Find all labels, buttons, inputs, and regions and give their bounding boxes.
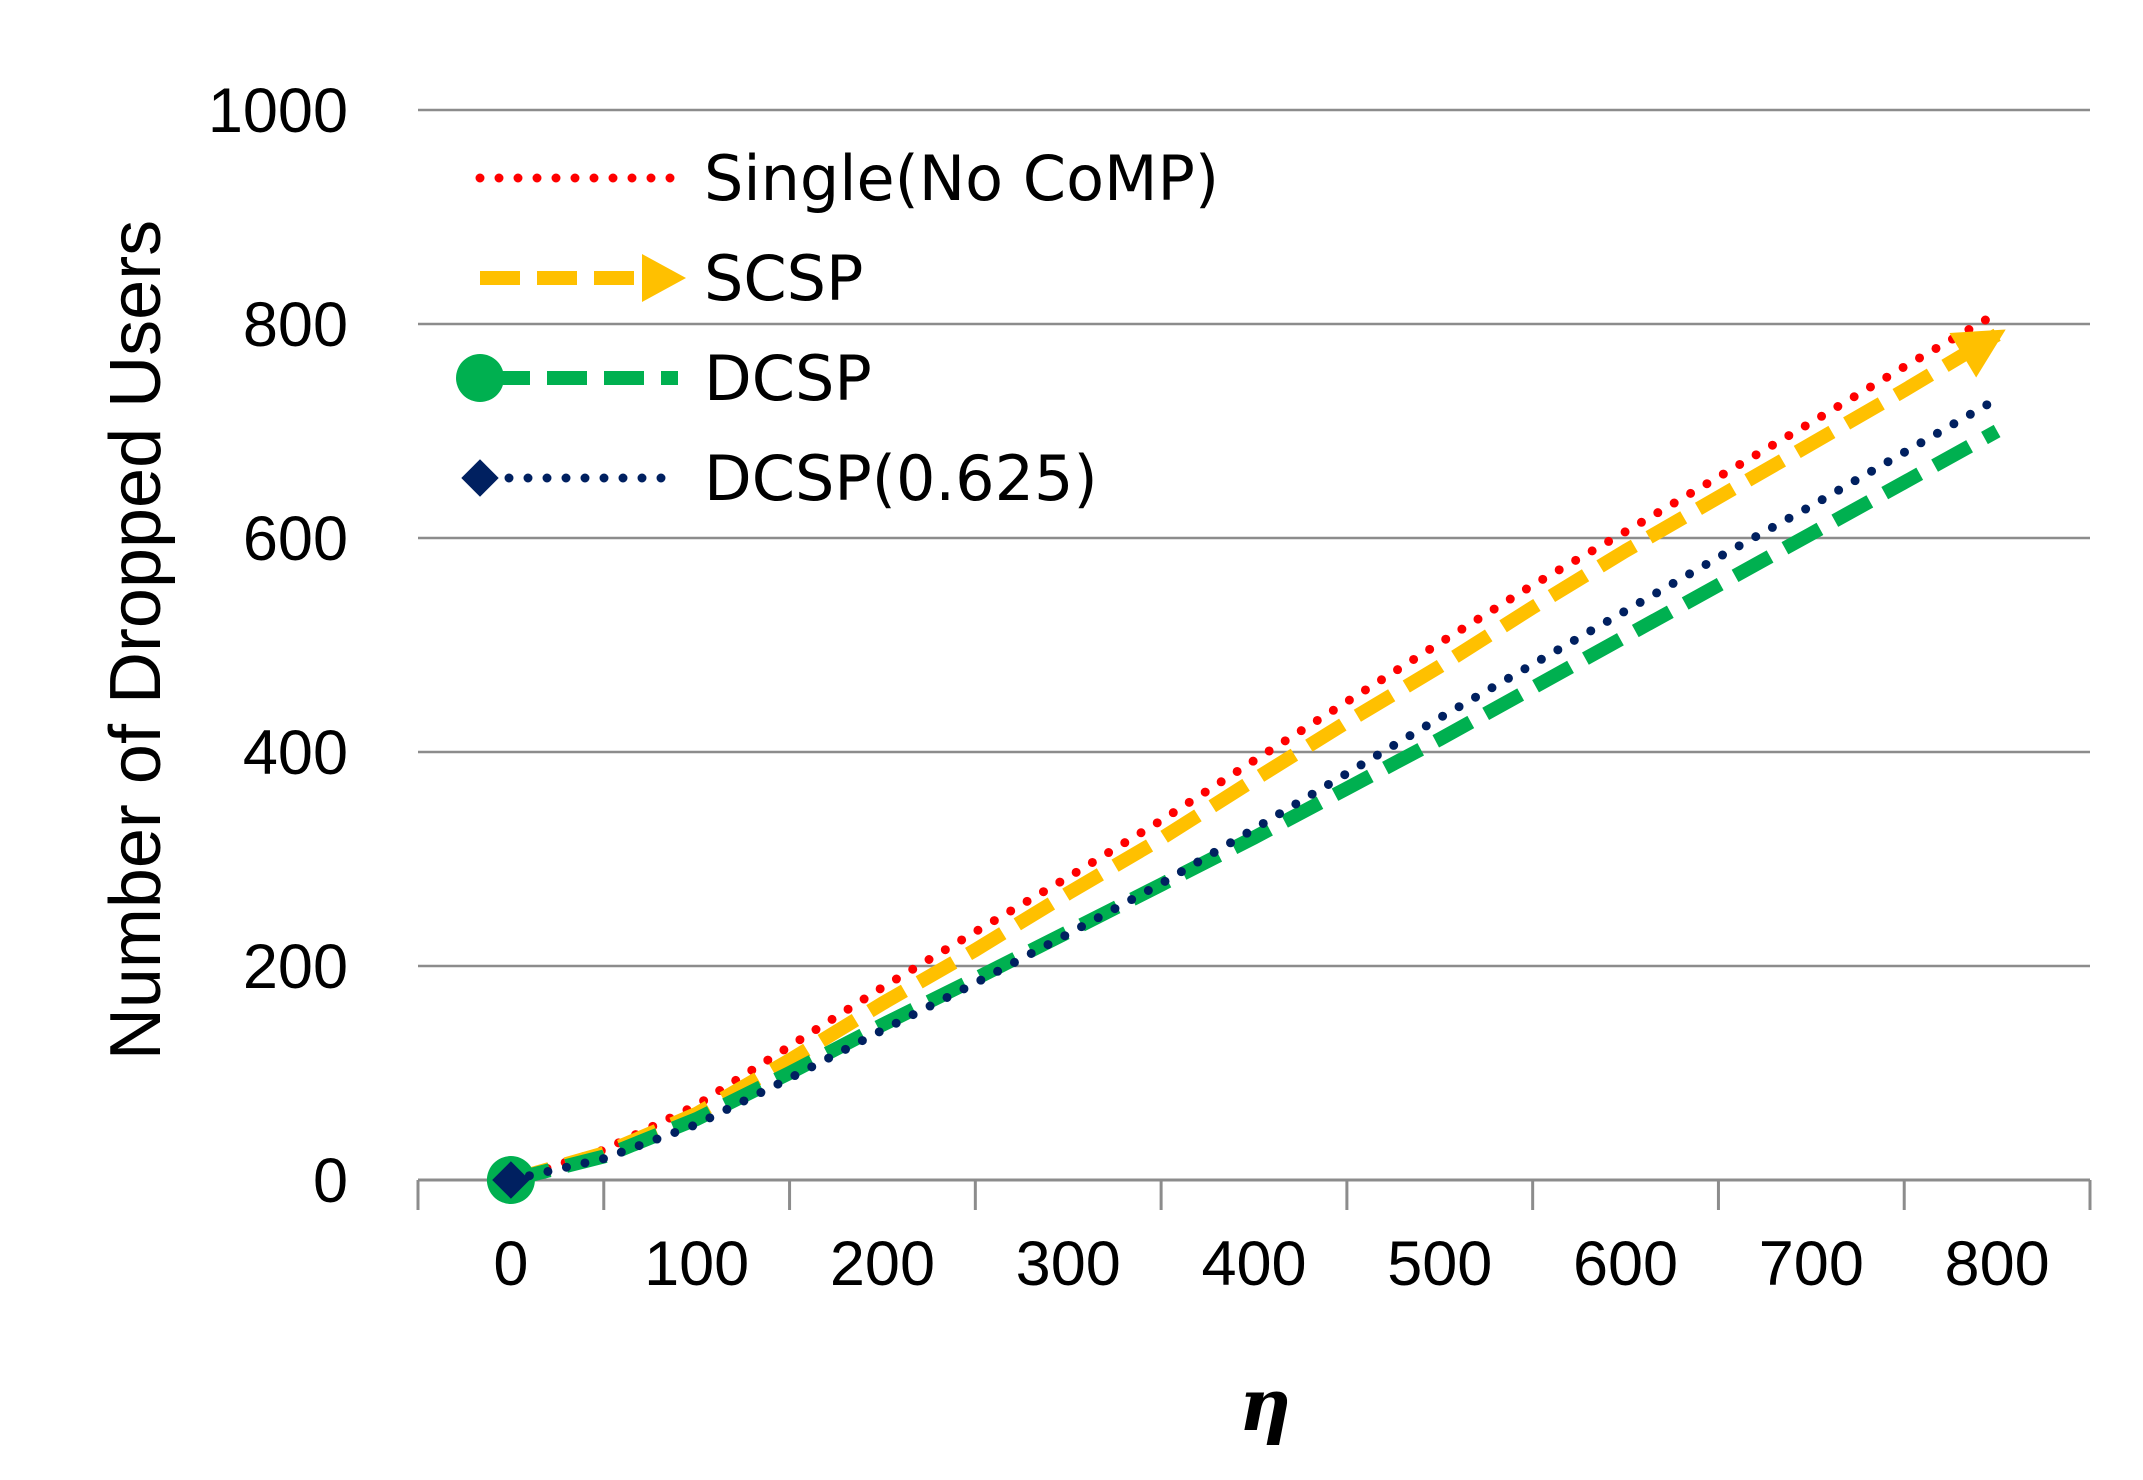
- legend-marker: [456, 354, 504, 402]
- plot-area: [486, 308, 2006, 1204]
- series-start-marker: [492, 1161, 530, 1199]
- x-tick-label: 800: [1945, 1229, 2050, 1299]
- y-tick-label: 800: [243, 290, 348, 360]
- series-0: [506, 308, 2002, 1185]
- series-3: [492, 394, 2002, 1199]
- legend: Single(No CoMP) SCSP DCSP DCSP(0.625): [456, 142, 1219, 515]
- y-tick-label: 1000: [208, 76, 348, 146]
- x-tick-label: 400: [1201, 1229, 1306, 1299]
- series-line: [506, 308, 2002, 1185]
- series-2: [486, 424, 2001, 1204]
- legend-label: DCSP: [704, 342, 872, 415]
- series-1: [508, 328, 2006, 1187]
- x-tick-label: 500: [1387, 1229, 1492, 1299]
- series-line: [506, 394, 2002, 1185]
- series-line: [508, 328, 2001, 1187]
- legend-label: Single(No CoMP): [704, 142, 1219, 215]
- y-tick-label: 400: [243, 718, 348, 788]
- legend-marker: [461, 459, 499, 497]
- x-tick-label: 0: [493, 1229, 528, 1299]
- series-end-arrow: [1949, 329, 2006, 378]
- y-tick-label: 600: [243, 504, 348, 574]
- legend-item: DCSP(0.625): [461, 442, 1098, 515]
- legend-label: SCSP: [704, 242, 863, 315]
- legend-label: DCSP(0.625): [704, 442, 1098, 515]
- y-tick-label: 200: [243, 932, 348, 1002]
- x-tick-label: 300: [1016, 1229, 1121, 1299]
- x-tick-label: 700: [1759, 1229, 1864, 1299]
- y-axis: 0 200 400 600 800 1000: [208, 76, 348, 1216]
- x-axis: 0 100 200 300 400 500 600 700 800: [416, 1178, 2092, 1299]
- x-axis-label: η: [1239, 1362, 1291, 1447]
- gridlines: [418, 108, 2090, 968]
- x-tick-label: 100: [644, 1229, 749, 1299]
- y-axis-label: Number of Dropped Users: [96, 220, 176, 1060]
- legend-item: Single(No CoMP): [475, 142, 1219, 215]
- series-line: [509, 424, 2001, 1187]
- x-tick-label: 600: [1573, 1229, 1678, 1299]
- x-tick-label: 200: [830, 1229, 935, 1299]
- legend-item: SCSP: [480, 242, 863, 315]
- legend-item: DCSP: [456, 342, 872, 415]
- legend-arrow-marker: [642, 254, 686, 302]
- y-tick-label: 0: [313, 1146, 348, 1216]
